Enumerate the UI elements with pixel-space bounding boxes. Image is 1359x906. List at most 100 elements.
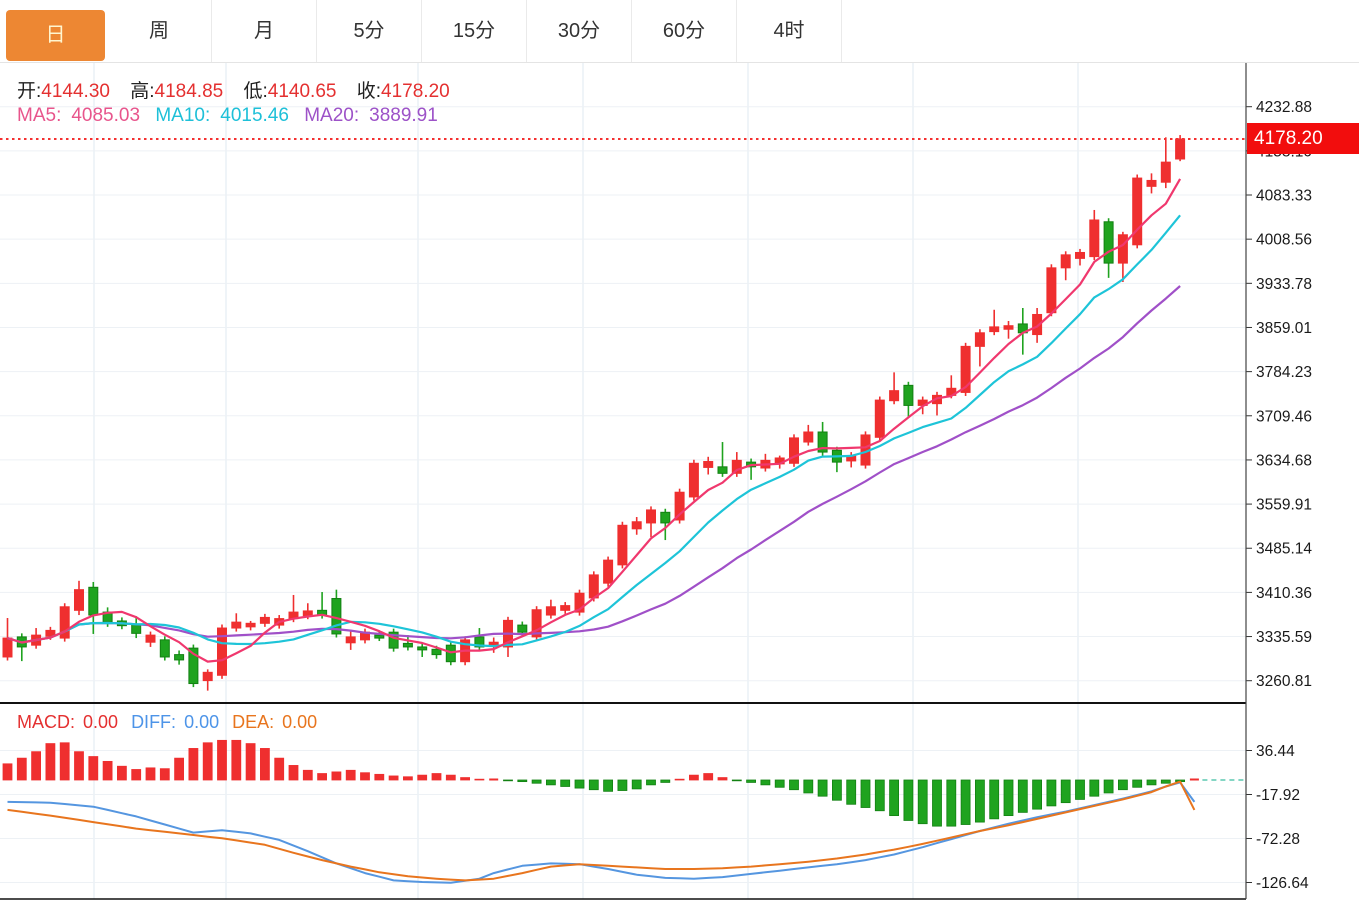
candle-body (217, 627, 227, 676)
macd-bar (646, 779, 656, 786)
candle-body (231, 621, 242, 629)
diff-label: DIFF: (131, 712, 177, 732)
macd-bar (388, 775, 399, 781)
macd-bar (832, 779, 842, 801)
macd-bar (817, 779, 828, 797)
low-value: 4140.65 (267, 81, 337, 102)
macd-bar (789, 779, 799, 791)
macd-bar (631, 779, 642, 790)
ma20-line (7, 285, 1181, 644)
macd-bar (74, 751, 84, 781)
macd-bar (774, 779, 785, 788)
tab-60min[interactable]: 60分 (632, 0, 737, 62)
macd-bar (760, 779, 771, 786)
macd-bar (345, 769, 356, 781)
macd-bar (302, 769, 313, 781)
macd-bar (202, 742, 213, 781)
macd-bar (531, 779, 542, 784)
macd-bar (517, 779, 528, 783)
tab-15min[interactable]: 15分 (422, 0, 527, 62)
price-tick-label: 3933.78 (1256, 276, 1312, 293)
macd-value: 0.00 (83, 712, 119, 732)
candle-body (245, 622, 256, 628)
price-tick-label: 3335.59 (1256, 629, 1312, 646)
macd-bar (703, 773, 714, 781)
price-tick-label: 4083.33 (1256, 188, 1312, 205)
candle-body (574, 592, 585, 613)
macd-bar (2, 763, 13, 781)
macd-label: MACD: (17, 712, 75, 732)
price-tick-label: 3485.14 (1256, 541, 1312, 558)
candle-body (588, 574, 599, 599)
tab-month[interactable]: 月 (212, 0, 317, 62)
macd-bar (860, 779, 871, 808)
candle-body (374, 634, 385, 639)
tab-day[interactable]: 日 (6, 10, 105, 61)
macd-bar (217, 739, 227, 781)
high-label: 高: (130, 81, 155, 102)
candle-body (803, 431, 814, 443)
ohlc-readout: 开:4144.30 高:4184.85 低:4140.65 收:4178.20 (17, 76, 465, 103)
candle-body (874, 399, 885, 438)
macd-bar (1017, 779, 1028, 813)
tab-4hour[interactable]: 4时 (737, 0, 842, 62)
macd-bar (1146, 779, 1157, 786)
candle-body (974, 332, 985, 347)
candle-body (731, 459, 742, 474)
candle-body (789, 437, 799, 464)
macd-bar (560, 779, 571, 787)
candle-body (174, 654, 185, 661)
macd-bar (603, 779, 613, 792)
macd-bar (31, 751, 42, 781)
macd-bar (546, 779, 556, 786)
tab-5min[interactable]: 5分 (317, 0, 422, 62)
macd-bar (331, 771, 342, 781)
macd-bar (846, 779, 857, 805)
candle-body (1160, 161, 1171, 183)
macd-bar (717, 777, 728, 781)
price-tick-label: 3859.01 (1256, 320, 1312, 337)
candle-body (631, 521, 642, 530)
open-value: 4144.30 (41, 81, 110, 102)
macd-bar (174, 757, 185, 781)
macd-bar (617, 779, 628, 791)
macd-bar-zero (1189, 778, 1199, 781)
candle-body (1132, 177, 1143, 246)
macd-bar (1089, 779, 1100, 797)
candle-body (188, 647, 199, 685)
tab-week[interactable]: 周 (107, 0, 212, 62)
macd-bar (1075, 779, 1085, 800)
candle-body (145, 634, 156, 643)
candle-body (531, 609, 542, 638)
candle-body (517, 624, 528, 633)
candle-body (688, 462, 699, 498)
candle-body (1075, 251, 1085, 259)
ma10-label: MA10: (155, 105, 211, 126)
ma10-line (7, 214, 1181, 648)
macd-bar (588, 779, 599, 791)
macd-bar (431, 773, 442, 781)
ma10-value: 4015.46 (220, 105, 289, 126)
candle-body (259, 616, 270, 624)
tab-30min[interactable]: 30分 (527, 0, 632, 62)
candle-body (302, 610, 313, 617)
macd-bar (960, 779, 971, 825)
candle-body (445, 644, 456, 663)
macd-bar (989, 779, 1000, 820)
dea-label: DEA: (232, 712, 275, 732)
candle-body (1060, 254, 1071, 269)
open-label: 开: (17, 81, 42, 102)
candle-body (345, 636, 356, 644)
candle-body (703, 461, 714, 468)
macd-bar (288, 765, 299, 781)
macd-bar (1132, 779, 1143, 788)
candle-body (717, 466, 728, 474)
close-label: 收: (356, 81, 382, 102)
candle-body (1117, 234, 1128, 264)
macd-bar-zero (489, 778, 499, 781)
macd-bar (117, 765, 127, 781)
macd-bar (374, 773, 385, 781)
macd-bar (460, 777, 471, 781)
